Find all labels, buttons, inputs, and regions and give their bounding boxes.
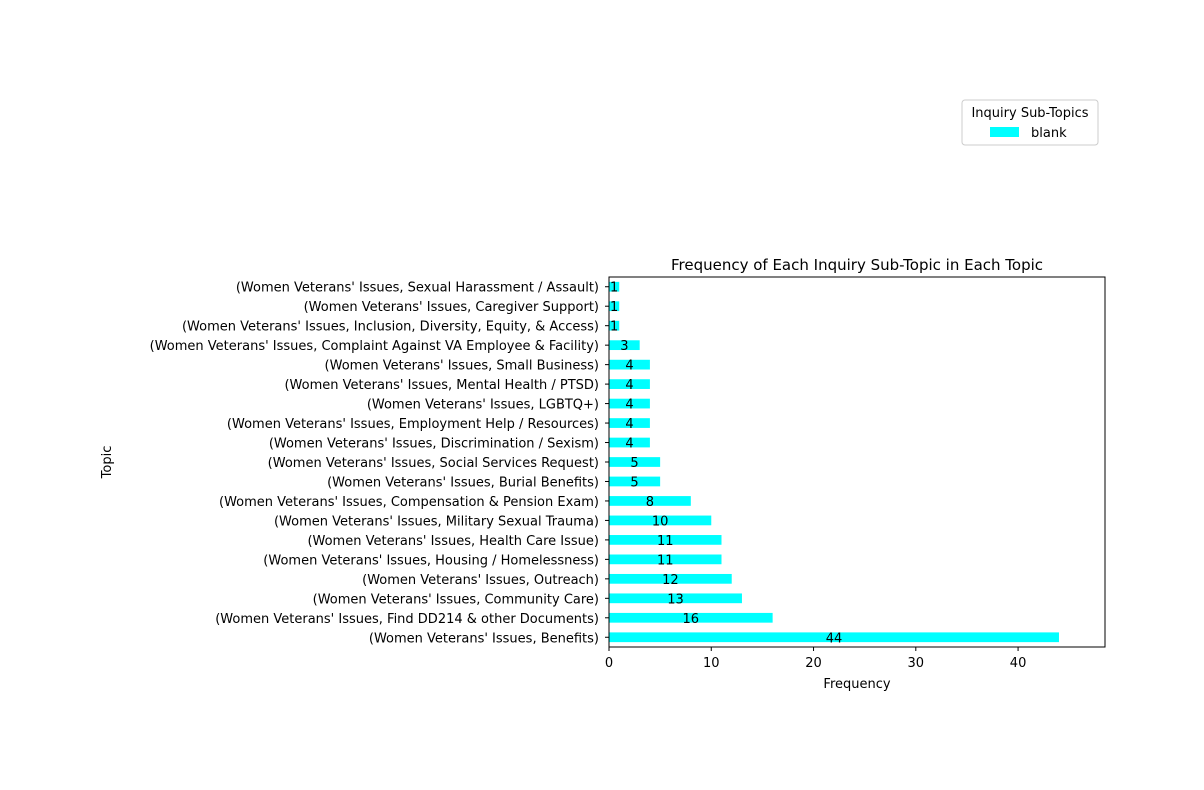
- bar: [609, 573, 732, 584]
- bar-value-label: 4: [625, 398, 633, 413]
- bar-value-label: 1: [610, 320, 618, 335]
- y-tick-label: (Women Veterans' Issues, Military Sexual…: [274, 514, 599, 529]
- y-tick-label: (Women Veterans' Issues, Small Business): [325, 359, 599, 374]
- bar: [609, 340, 640, 351]
- legend-swatch: [990, 127, 1019, 137]
- bar-value-label: 5: [630, 475, 638, 490]
- chart-title: Frequency of Each Inquiry Sub-Topic in E…: [671, 256, 1043, 274]
- x-tick-label: 0: [605, 656, 613, 671]
- bar: [609, 632, 1059, 643]
- bar: [609, 515, 712, 526]
- bar-value-label: 1: [610, 300, 618, 315]
- bar-value-label: 8: [646, 495, 654, 510]
- bar: [609, 554, 722, 565]
- bar-value-label: 11: [657, 534, 674, 549]
- y-tick-label: (Women Veterans' Issues, Compensation & …: [219, 495, 599, 510]
- legend-entries: blank: [990, 126, 1067, 141]
- bar-value-label: 3: [620, 339, 628, 354]
- bar: [609, 535, 722, 545]
- y-tick-label: (Women Veterans' Issues, Benefits): [369, 631, 599, 646]
- bar-value-label: 4: [625, 417, 633, 432]
- bar-value-label: 4: [625, 378, 633, 393]
- bar: [609, 398, 650, 409]
- y-tick-label: (Women Veterans' Issues, Health Care Iss…: [307, 534, 599, 549]
- y-axis-ticks: (Women Veterans' Issues, Benefits) (Women…: [150, 281, 609, 646]
- bar-value-label: 1: [610, 281, 618, 296]
- bar: [609, 418, 650, 428]
- bar: [609, 593, 742, 604]
- legend-entry-label: blank: [1031, 126, 1067, 141]
- x-tick-label: 20: [805, 656, 822, 671]
- y-axis-label: Topic: [100, 446, 115, 480]
- x-tick-label: 40: [1010, 656, 1027, 671]
- bar-value-label: 4: [625, 437, 633, 452]
- bar-value-label: 4: [625, 359, 633, 374]
- x-tick-label: 10: [703, 656, 720, 671]
- bar: [609, 320, 620, 331]
- bar: [609, 457, 661, 467]
- bar-value-label: 13: [667, 592, 684, 607]
- y-tick-label: (Women Veterans' Issues, Caregiver Suppo…: [304, 300, 599, 315]
- legend-title: Inquiry Sub-Topics: [971, 106, 1088, 121]
- bar: [609, 496, 691, 506]
- y-tick-label: (Women Veterans' Issues, LGBTQ+): [367, 398, 599, 413]
- bar: [609, 437, 650, 448]
- bar: [609, 612, 773, 623]
- bar-value-label: 12: [662, 573, 679, 588]
- bar: [609, 281, 620, 292]
- x-tick-label: 30: [908, 656, 925, 671]
- y-tick-label: (Women Veterans' Issues, Outreach): [362, 573, 599, 588]
- bar: [609, 476, 661, 487]
- bar-value-label: 16: [683, 612, 700, 627]
- bar: [609, 359, 650, 370]
- y-tick-label: (Women Veterans' Issues, Find DD214 & ot…: [215, 612, 599, 627]
- y-tick-label: (Women Veterans' Issues, Housing / Homel…: [263, 553, 599, 568]
- legend: Inquiry Sub-Topics blank: [961, 99, 1099, 146]
- y-tick-label: (Women Veterans' Issues, Discrimination …: [269, 437, 599, 452]
- y-tick-label: (Women Veterans' Issues, Employment Help…: [227, 417, 599, 432]
- x-axis-label: Frequency: [823, 677, 890, 692]
- bar: [609, 379, 650, 389]
- y-tick-label: (Women Veterans' Issues, Sexual Harassme…: [236, 281, 599, 296]
- bar-value-label: 11: [657, 553, 674, 568]
- bar-value-label: 44: [826, 631, 843, 646]
- y-tick-label: (Women Veterans' Issues, Social Services…: [268, 456, 599, 471]
- y-tick-label: (Women Veterans' Issues, Burial Benefits…: [327, 475, 599, 490]
- bar-value-label: 5: [630, 456, 638, 471]
- y-tick-label: (Women Veterans' Issues, Complaint Again…: [150, 339, 599, 354]
- y-tick-label: (Women Veterans' Issues, Community Care): [313, 592, 599, 607]
- y-tick-label: (Women Veterans' Issues, Mental Health /…: [284, 378, 599, 393]
- y-tick-label: (Women Veterans' Issues, Inclusion, Dive…: [182, 320, 599, 335]
- x-axis-ticks: 0 10 20 30 40: [605, 647, 1026, 671]
- bar: [609, 301, 620, 312]
- bar-value-label: 10: [652, 514, 669, 529]
